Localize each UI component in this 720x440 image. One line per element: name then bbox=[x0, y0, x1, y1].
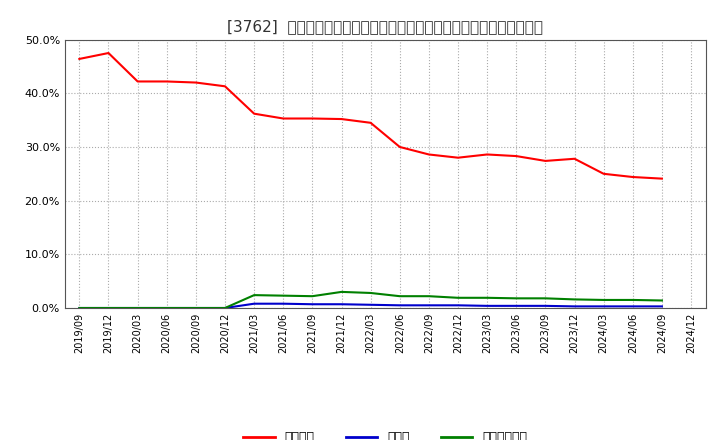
自己資本 bbox=[250, 111, 258, 116]
繰延税金資産 bbox=[220, 305, 229, 311]
Line: 繰延税金資産: 繰延税金資産 bbox=[79, 292, 662, 308]
自己資本 bbox=[366, 120, 375, 125]
自己資本 bbox=[483, 152, 492, 157]
繰延税金資産 bbox=[250, 293, 258, 298]
のれん bbox=[75, 305, 84, 311]
のれん bbox=[337, 301, 346, 307]
のれん bbox=[657, 304, 666, 309]
自己資本 bbox=[570, 156, 579, 161]
のれん bbox=[279, 301, 287, 306]
繰延税金資産 bbox=[425, 293, 433, 299]
Line: 自己資本: 自己資本 bbox=[79, 53, 662, 179]
繰延税金資産 bbox=[599, 297, 608, 303]
のれん bbox=[395, 303, 404, 308]
繰延税金資産 bbox=[454, 295, 462, 301]
のれん bbox=[163, 305, 171, 311]
自己資本 bbox=[220, 84, 229, 89]
自己資本 bbox=[512, 154, 521, 159]
のれん bbox=[250, 301, 258, 306]
自己資本 bbox=[657, 176, 666, 181]
繰延税金資産 bbox=[163, 305, 171, 311]
のれん bbox=[366, 302, 375, 308]
のれん bbox=[541, 303, 550, 308]
自己資本 bbox=[192, 80, 200, 85]
Legend: 自己資本, のれん, 繰延税金資産: 自己資本, のれん, 繰延税金資産 bbox=[238, 426, 532, 440]
自己資本 bbox=[279, 116, 287, 121]
のれん bbox=[308, 301, 317, 307]
自己資本 bbox=[395, 144, 404, 150]
繰延税金資産 bbox=[104, 305, 113, 311]
繰延税金資産 bbox=[75, 305, 84, 311]
自己資本 bbox=[541, 158, 550, 164]
繰延税金資産 bbox=[512, 296, 521, 301]
のれん bbox=[629, 304, 637, 309]
自己資本 bbox=[75, 56, 84, 62]
繰延税金資産 bbox=[279, 293, 287, 298]
自己資本 bbox=[308, 116, 317, 121]
のれん bbox=[133, 305, 142, 311]
のれん bbox=[599, 304, 608, 309]
自己資本 bbox=[337, 117, 346, 122]
繰延税金資産 bbox=[337, 289, 346, 294]
繰延税金資産 bbox=[133, 305, 142, 311]
自己資本 bbox=[104, 50, 113, 55]
Line: のれん: のれん bbox=[79, 304, 662, 308]
のれん bbox=[512, 303, 521, 308]
のれん bbox=[104, 305, 113, 311]
のれん bbox=[570, 304, 579, 309]
自己資本 bbox=[599, 171, 608, 176]
自己資本 bbox=[133, 79, 142, 84]
自己資本 bbox=[454, 155, 462, 160]
のれん bbox=[454, 303, 462, 308]
自己資本 bbox=[163, 79, 171, 84]
繰延税金資産 bbox=[395, 293, 404, 299]
繰延税金資産 bbox=[541, 296, 550, 301]
のれん bbox=[425, 303, 433, 308]
繰延税金資産 bbox=[192, 305, 200, 311]
自己資本 bbox=[629, 174, 637, 180]
繰延税金資産 bbox=[483, 295, 492, 301]
Title: [3762]  自己資本、のれん、繰延税金資産の総資産に対する比率の推移: [3762] 自己資本、のれん、繰延税金資産の総資産に対する比率の推移 bbox=[228, 19, 543, 34]
繰延税金資産 bbox=[308, 293, 317, 299]
繰延税金資産 bbox=[366, 290, 375, 296]
のれん bbox=[220, 305, 229, 311]
繰延税金資産 bbox=[657, 298, 666, 303]
のれん bbox=[483, 303, 492, 308]
繰延税金資産 bbox=[570, 297, 579, 302]
繰延税金資産 bbox=[629, 297, 637, 303]
のれん bbox=[192, 305, 200, 311]
自己資本 bbox=[425, 152, 433, 157]
